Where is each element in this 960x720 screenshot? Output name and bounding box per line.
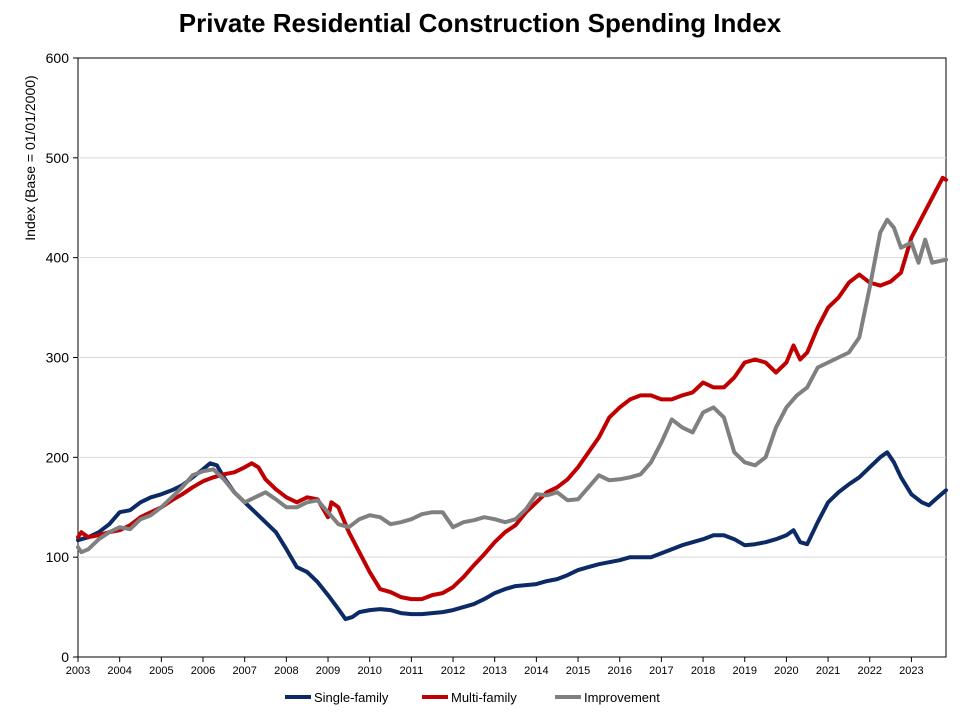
y-tick-label: 300 — [46, 350, 70, 366]
x-tick-label: 2019 — [732, 665, 756, 677]
legend-item-single-family: Single-family — [285, 690, 389, 705]
x-tick-label: 2017 — [649, 665, 673, 677]
x-tick-label: 2023 — [899, 665, 923, 677]
legend-label: Improvement — [584, 690, 660, 705]
y-tick-label: 400 — [46, 250, 70, 266]
x-tick-label: 2005 — [149, 665, 173, 677]
x-tick-label: 2012 — [441, 665, 465, 677]
x-tick-label: 2004 — [107, 665, 131, 677]
y-tick-label: 0 — [61, 649, 69, 665]
series-line-improvement — [76, 217, 948, 555]
x-tick-label: 2015 — [566, 665, 590, 677]
x-tick-label: 2007 — [232, 665, 256, 677]
x-axis-ticks: 2003 2004 2005 2006 2007 2008 2009 2010 2011 2012… — [66, 657, 924, 677]
x-tick-label: 2021 — [816, 665, 840, 677]
x-tick-label: 2013 — [482, 665, 506, 677]
legend-item-multi-family: Multi-family — [422, 690, 517, 705]
y-tick-label: 100 — [46, 549, 70, 565]
x-tick-label: 2003 — [66, 665, 90, 677]
x-tick-label: 2020 — [774, 665, 798, 677]
series-lines — [76, 175, 948, 622]
chart-title: Private Residential Construction Spendin… — [178, 8, 782, 38]
legend-label: Multi-family — [451, 690, 517, 705]
y-tick-label: 500 — [46, 150, 70, 166]
x-tick-label: 2014 — [524, 665, 548, 677]
x-tick-label: 2006 — [191, 665, 215, 677]
y-tick-label: 600 — [46, 50, 70, 66]
x-tick-label: 2018 — [691, 665, 715, 677]
y-tick-label: 200 — [46, 449, 70, 465]
x-tick-label: 2010 — [357, 665, 381, 677]
x-tick-label: 2011 — [400, 665, 424, 677]
y-axis-ticks: 0 100 200 300 400 500 600 — [46, 50, 78, 665]
legend-item-improvement: Improvement — [555, 690, 660, 705]
x-tick-label: 2022 — [858, 665, 882, 677]
x-tick-label: 2009 — [316, 665, 340, 677]
y-axis-label: Index (Base = 01/01/2000) — [22, 75, 38, 240]
x-tick-label: 2008 — [274, 665, 298, 677]
legend-label: Single-family — [314, 690, 389, 705]
legend: Single-family Multi-family Improvement — [285, 690, 660, 705]
x-tick-label: 2016 — [607, 665, 631, 677]
